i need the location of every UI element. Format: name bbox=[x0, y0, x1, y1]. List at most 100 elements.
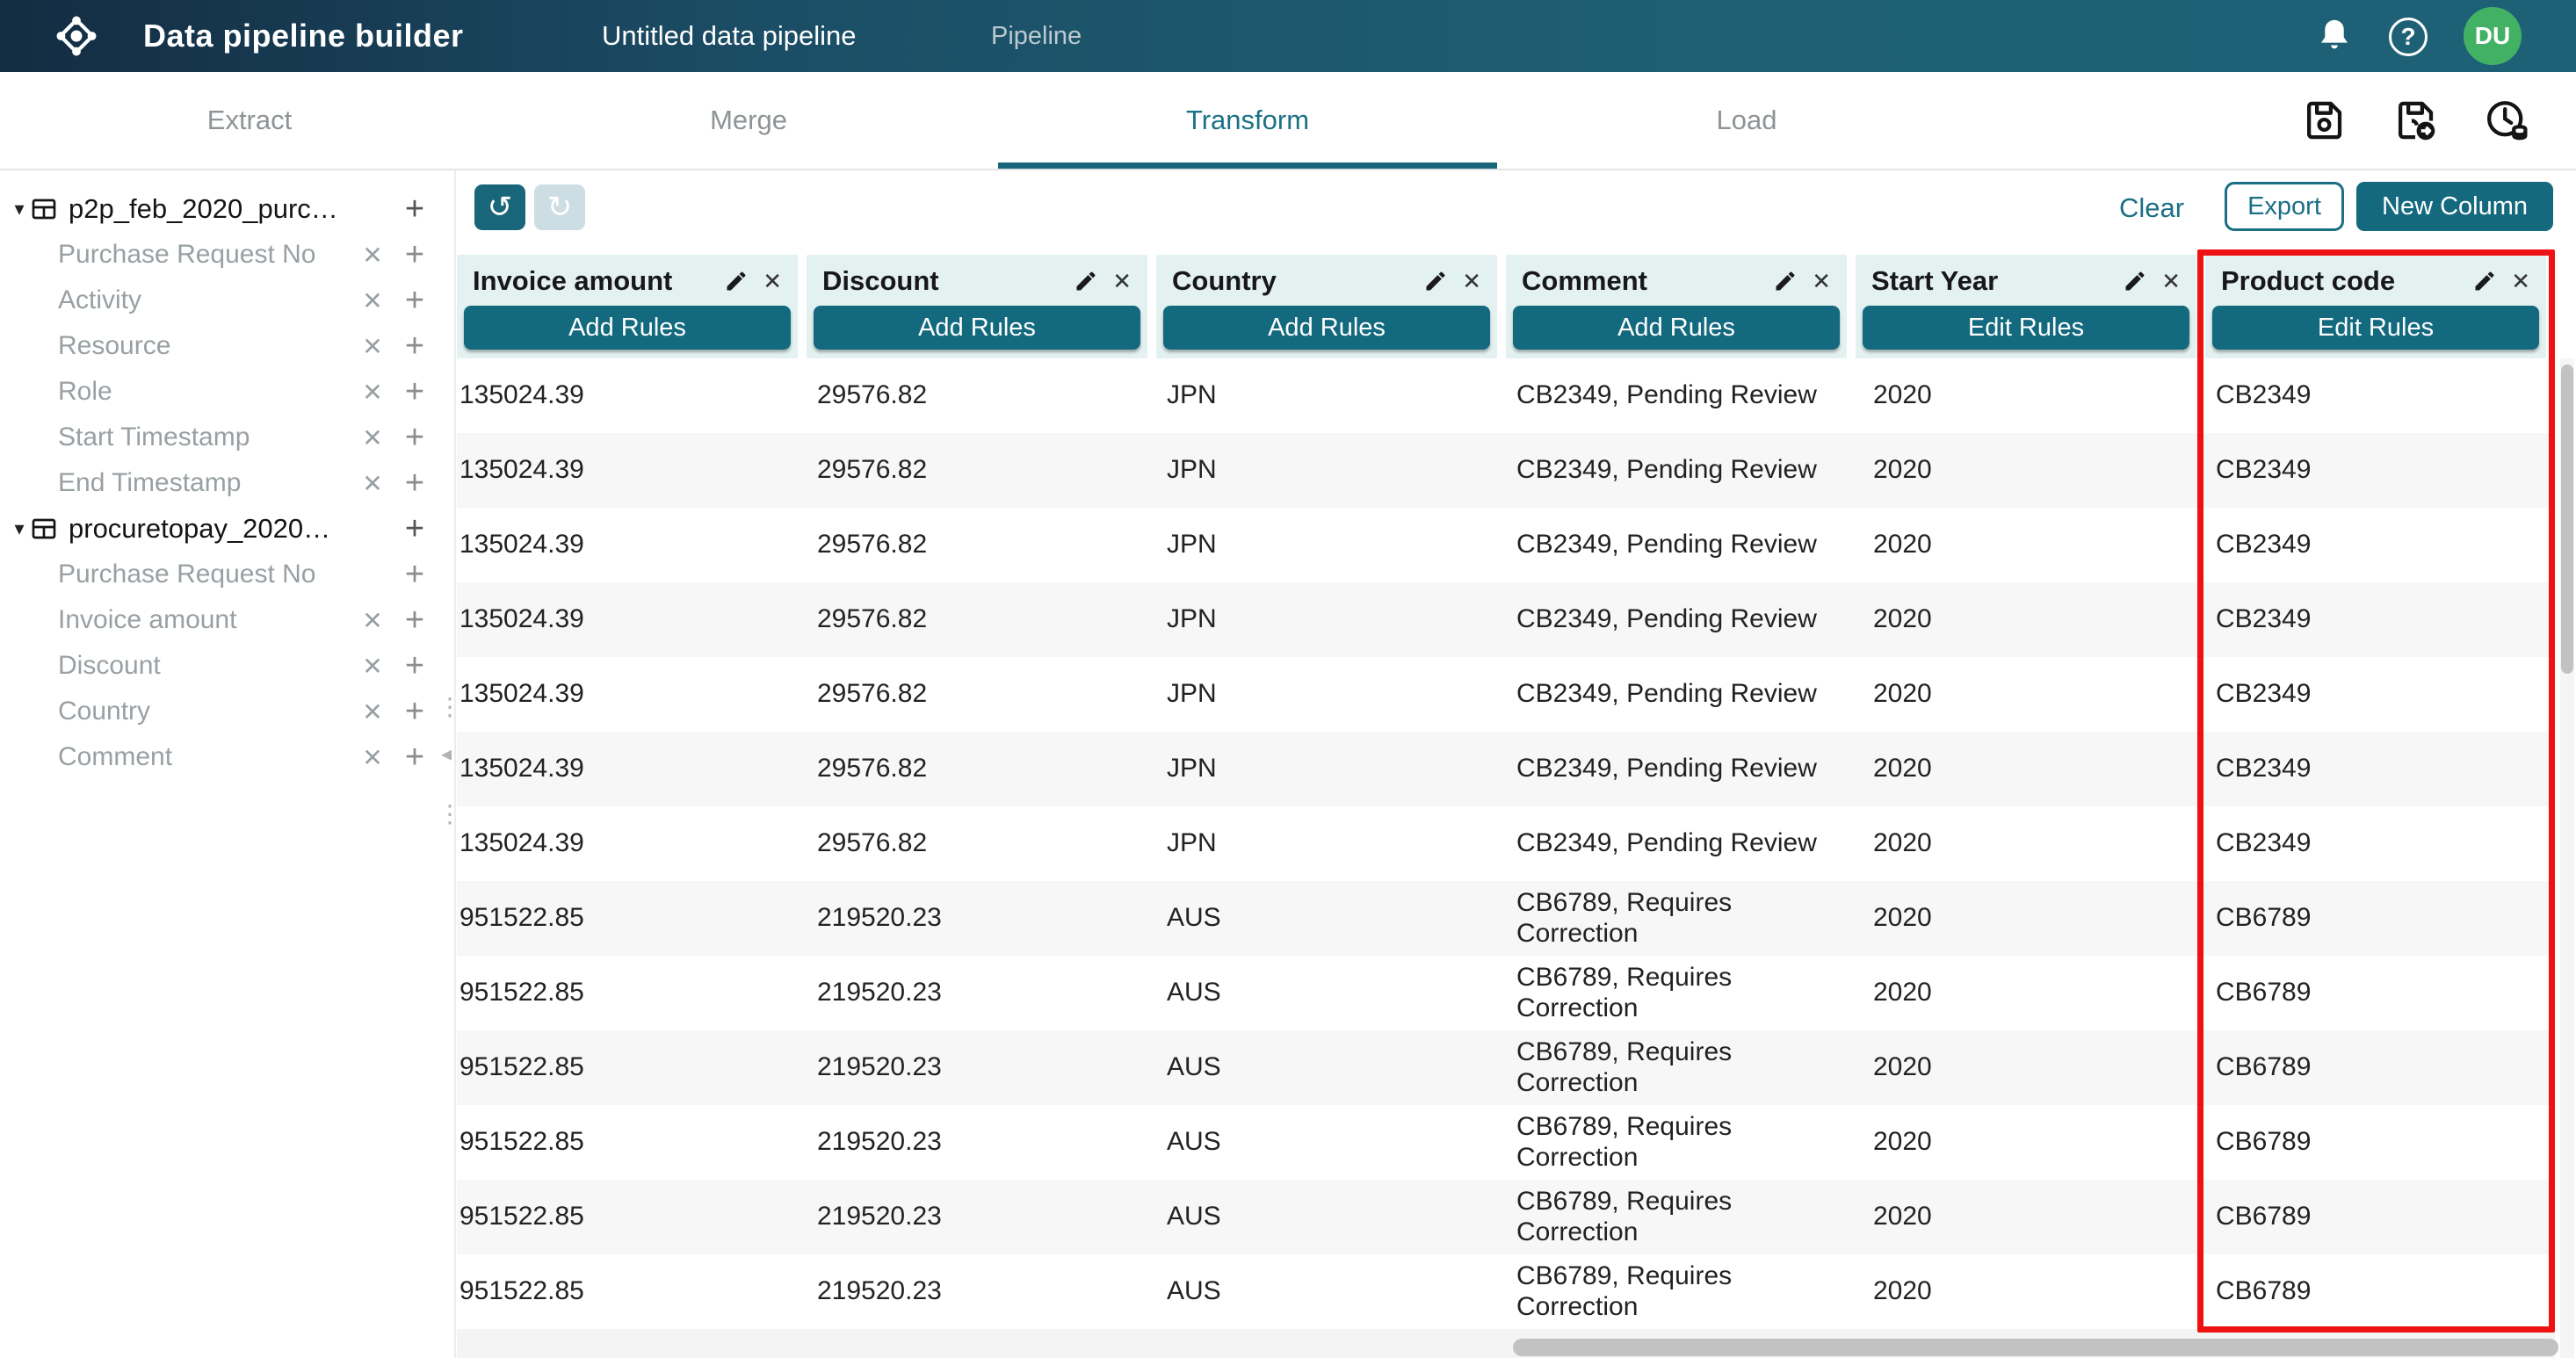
table-cell: 951522.85 bbox=[457, 881, 798, 956]
save-icon[interactable] bbox=[2300, 97, 2348, 144]
table-cell: CB2349, Pending Review bbox=[1506, 508, 1847, 582]
table-cell: CB2349 bbox=[2205, 358, 2546, 433]
table-cell: CB6789, Requires Correction bbox=[1506, 1254, 1847, 1329]
collapse-panel-icon[interactable]: ◂ bbox=[438, 741, 455, 767]
remove-field-icon[interactable]: ✕ bbox=[352, 469, 393, 498]
remove-field-icon[interactable]: ✕ bbox=[352, 606, 393, 635]
sidebar-group-1[interactable]: ▾ procuretopay_2020…+ bbox=[0, 506, 437, 552]
column-header-invoice-amount: Invoice amount✕Add Rules bbox=[457, 255, 798, 358]
table-row: 135024.3929576.82JPNCB2349, Pending Revi… bbox=[457, 732, 2555, 806]
column-title: Country bbox=[1172, 265, 1411, 297]
table-icon bbox=[30, 515, 58, 543]
sidebar-group-0[interactable]: ▾p2p_feb_2020_purc…+ bbox=[0, 186, 437, 232]
rules-button[interactable]: Add Rules bbox=[1513, 306, 1840, 350]
edit-column-icon[interactable] bbox=[1423, 269, 1448, 293]
add-field-icon[interactable]: + bbox=[393, 329, 437, 364]
edit-column-icon[interactable] bbox=[1074, 269, 1098, 293]
sidebar-field-label: Start Timestamp bbox=[58, 423, 352, 452]
app-title: Data pipeline builder bbox=[143, 0, 464, 72]
add-field-icon[interactable]: + bbox=[393, 466, 437, 501]
remove-field-icon[interactable]: ✕ bbox=[352, 286, 393, 315]
tab-transform[interactable]: Transform bbox=[998, 72, 1497, 169]
sidebar-field-row: Start Timestamp✕+ bbox=[0, 415, 437, 460]
horizontal-scrollbar-thumb[interactable] bbox=[1513, 1339, 2558, 1356]
new-column-button[interactable]: New Column bbox=[2356, 182, 2553, 231]
add-field-icon[interactable]: + bbox=[393, 603, 437, 638]
edit-column-icon[interactable] bbox=[2123, 269, 2147, 293]
splitter-dots-icon[interactable]: ⋮ bbox=[438, 692, 455, 721]
tab-merge[interactable]: Merge bbox=[499, 72, 998, 169]
add-table-column-button[interactable]: + bbox=[393, 191, 437, 227]
add-field-icon[interactable]: + bbox=[393, 694, 437, 729]
table-cell: CB6789, Requires Correction bbox=[1506, 1105, 1847, 1180]
remove-field-icon[interactable]: ✕ bbox=[352, 652, 393, 681]
table-cell: 951522.85 bbox=[457, 1180, 798, 1254]
help-icon[interactable]: ? bbox=[2389, 18, 2428, 56]
tab-load[interactable]: Load bbox=[1497, 72, 1996, 169]
add-field-icon[interactable]: + bbox=[393, 648, 437, 683]
clear-link[interactable]: Clear bbox=[2119, 192, 2184, 224]
add-field-icon[interactable]: + bbox=[393, 283, 437, 318]
edit-column-icon[interactable] bbox=[2472, 269, 2497, 293]
user-avatar[interactable]: DU bbox=[2464, 7, 2522, 65]
rules-button[interactable]: Edit Rules bbox=[2212, 306, 2539, 350]
table-cell: 29576.82 bbox=[807, 508, 1147, 582]
remove-column-icon[interactable]: ✕ bbox=[2509, 268, 2532, 295]
table-cell: 219520.23 bbox=[807, 1105, 1147, 1180]
add-field-icon[interactable]: + bbox=[393, 557, 437, 592]
add-field-icon[interactable]: + bbox=[393, 740, 437, 775]
remove-column-icon[interactable]: ✕ bbox=[2160, 268, 2182, 295]
redo-button[interactable]: ↻ bbox=[534, 184, 585, 230]
remove-field-icon[interactable]: ✕ bbox=[352, 423, 393, 452]
table-cell: 135024.39 bbox=[457, 806, 798, 881]
remove-field-icon[interactable]: ✕ bbox=[352, 241, 393, 270]
table-row: 135024.3929576.82JPNCB2349, Pending Revi… bbox=[457, 657, 2555, 732]
caret-down-icon[interactable]: ▾ bbox=[0, 198, 30, 220]
sidebar-field-row: Resource✕+ bbox=[0, 323, 437, 369]
edit-column-icon[interactable] bbox=[1773, 269, 1798, 293]
remove-column-icon[interactable]: ✕ bbox=[1810, 268, 1833, 295]
undo-button[interactable]: ↺ bbox=[474, 184, 525, 230]
sidebar-group-name: procuretopay_2020… bbox=[69, 513, 393, 545]
rules-button[interactable]: Add Rules bbox=[464, 306, 791, 350]
add-table-column-button[interactable]: + bbox=[393, 511, 437, 546]
export-button[interactable]: Export bbox=[2225, 182, 2344, 231]
sidebar-field-row: End Timestamp✕+ bbox=[0, 460, 437, 506]
tab-extract[interactable]: Extract bbox=[0, 72, 499, 169]
remove-column-icon[interactable]: ✕ bbox=[761, 268, 784, 295]
remove-column-icon[interactable]: ✕ bbox=[1460, 268, 1483, 295]
column-header-country: Country ✕ Add Rules bbox=[1156, 255, 1497, 358]
add-field-icon[interactable]: + bbox=[393, 237, 437, 272]
table-cell: CB2349, Pending Review bbox=[1506, 806, 1847, 881]
rules-button[interactable]: Add Rules bbox=[814, 306, 1140, 350]
sidebar-field-row: Purchase Request No✕+ bbox=[0, 232, 437, 278]
column-title: Start Year bbox=[1871, 265, 2110, 297]
remove-field-icon[interactable]: ✕ bbox=[352, 332, 393, 361]
splitter-dots-icon[interactable]: ⋮ bbox=[438, 799, 455, 828]
table-row: 951522.85219520.23AUSCB6789, Requires Co… bbox=[457, 1105, 2555, 1180]
table-cell: CB2349 bbox=[2205, 582, 2546, 657]
save-export-icon[interactable] bbox=[2391, 97, 2439, 144]
table-cell: 2020 bbox=[1856, 732, 2196, 806]
rules-button[interactable]: Edit Rules bbox=[1863, 306, 2189, 350]
notifications-bell-icon[interactable] bbox=[2314, 16, 2355, 56]
table-cell: 219520.23 bbox=[807, 956, 1147, 1030]
add-field-icon[interactable]: + bbox=[393, 374, 437, 409]
remove-column-icon[interactable]: ✕ bbox=[1111, 268, 1133, 295]
nav-pipeline-menu[interactable]: Pipeline bbox=[991, 0, 1082, 72]
column-title: Discount bbox=[822, 265, 1061, 297]
table-cell: CB2349 bbox=[2205, 806, 2546, 881]
edit-column-icon[interactable] bbox=[724, 269, 749, 293]
rules-button[interactable]: Add Rules bbox=[1163, 306, 1490, 350]
vertical-scrollbar-thumb[interactable] bbox=[2561, 365, 2573, 674]
table-cell: CB6789, Requires Correction bbox=[1506, 1180, 1847, 1254]
add-field-icon[interactable]: + bbox=[393, 420, 437, 455]
app-logo-icon bbox=[49, 9, 104, 63]
history-icon[interactable] bbox=[2483, 97, 2530, 144]
remove-field-icon[interactable]: ✕ bbox=[352, 378, 393, 407]
table-row: 951522.85219520.23AUSCB6789, Requires Co… bbox=[457, 1180, 2555, 1254]
remove-field-icon[interactable]: ✕ bbox=[352, 697, 393, 726]
remove-field-icon[interactable]: ✕ bbox=[352, 743, 393, 772]
caret-down-icon[interactable]: ▾ bbox=[0, 517, 30, 540]
sidebar-field-row: Role✕+ bbox=[0, 369, 437, 415]
